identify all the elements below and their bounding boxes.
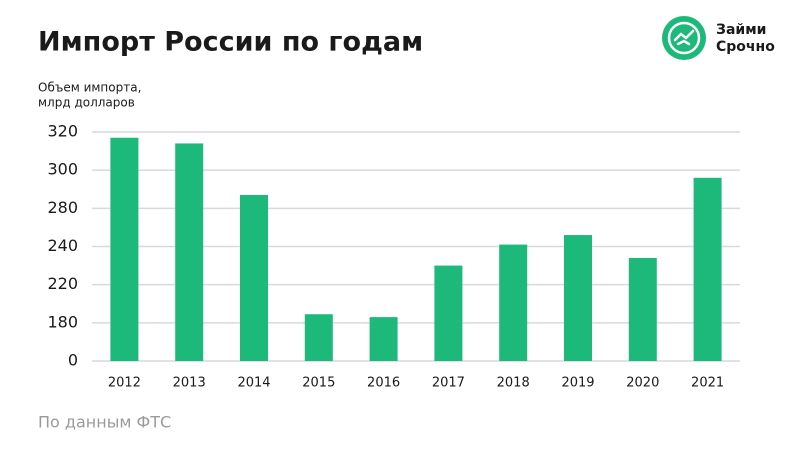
logo-text: Займи (716, 22, 766, 38)
y-tick-label: 320 (47, 122, 78, 141)
bar (434, 265, 463, 361)
y-axis-label: Объем импорта, (38, 81, 141, 95)
source-note: По данным ФТС (38, 413, 171, 432)
x-tick-label: 2018 (497, 376, 530, 391)
bar (240, 194, 268, 361)
x-tick-label: 2021 (691, 376, 724, 391)
chart-title: Импорт России по годам (38, 27, 423, 58)
x-tick-label: 2016 (367, 376, 400, 391)
bar (175, 143, 204, 361)
logo: Займи Срочно (662, 16, 775, 60)
logo-glyph (673, 29, 695, 46)
bar (369, 317, 398, 361)
bar (304, 314, 333, 361)
x-tick-label: 2019 (561, 376, 594, 391)
bar (110, 137, 139, 361)
y-tick-label: 240 (47, 236, 78, 255)
y-axis-label: млрд долларов (38, 96, 135, 110)
bar (693, 177, 722, 361)
y-tick-label: 300 (47, 160, 78, 179)
y-tick-label: 220 (47, 274, 78, 293)
y-tick-label: 0 (68, 351, 78, 370)
y-tick-label: 180 (47, 312, 78, 331)
x-tick-label: 2015 (302, 376, 335, 391)
x-tick-label: 2017 (432, 376, 465, 391)
logo-text: Срочно (716, 39, 775, 55)
y-tick-label: 280 (47, 198, 78, 217)
x-tick-label: 2012 (108, 376, 141, 391)
x-tick-label: 2013 (173, 376, 206, 391)
x-tick-label: 2014 (237, 376, 270, 391)
bar (499, 244, 528, 361)
bar (564, 235, 592, 361)
x-tick-label: 2020 (626, 376, 659, 391)
bar (628, 257, 657, 361)
logo-ring (667, 21, 701, 55)
